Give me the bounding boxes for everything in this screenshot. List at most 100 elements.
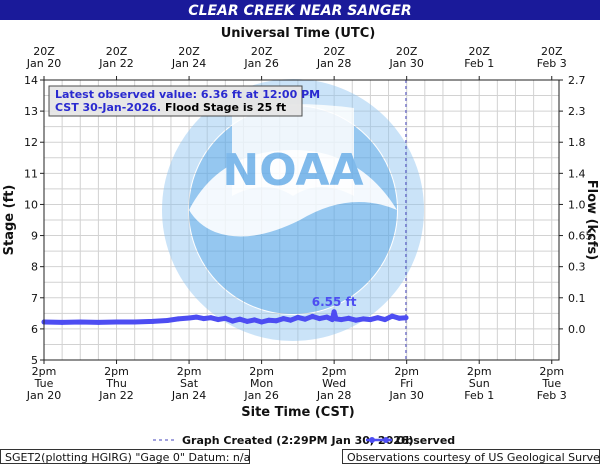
left-tick-label: 8 [31,261,38,274]
bottom-tick-label: Sat [180,377,199,390]
bottom-tick-label: 2pm [322,365,347,378]
observed-point [280,316,286,322]
bottom-tick-label: Mon [250,377,273,390]
observed-point [396,315,402,321]
legend-observed-label: Observed [396,434,455,447]
top-tick-label: Jan 24 [171,57,206,70]
right-tick-label: 1.0 [568,198,586,211]
left-tick-label: 7 [31,292,38,305]
left-tick-label: 12 [24,136,38,149]
observed-point [288,317,294,323]
legend-created-label: Graph Created (2:29PM Jan 30, 2026) [182,434,414,447]
top-tick-label: 20Z [541,45,563,58]
observed-point [132,319,138,325]
footer-source: Observations courtesy of US Geological S… [342,449,600,464]
observed-point [201,316,207,322]
bottom-tick-label: Jan 24 [171,389,206,402]
right-tick-label: 2.3 [568,105,586,118]
observed-series: 6.55 ft [41,80,409,360]
bottom-tick-label: Tue [541,377,561,390]
observed-point [59,319,65,325]
observed-point [346,315,352,321]
plot-border [43,79,560,361]
observed-point [259,319,265,325]
observed-point [237,316,243,322]
observed-point [309,313,315,319]
top-tick-label: Jan 22 [98,57,133,70]
bottom-axis-title: Site Time (CST) [241,405,354,420]
bottom-tick-label: 2pm [249,365,274,378]
bottom-tick-label: Tue [34,377,54,390]
observed-point [114,319,119,325]
axis-ticks: 5 6 7 8 9 10 11 12 13 14 2.7 2.3 1.8 1.4 1.0 0.65 0.3 0.1… [24,45,593,402]
observed-point [77,319,83,325]
observed-point [186,315,192,321]
bottom-tick-label: Sun [469,377,490,390]
left-tick-label: 14 [24,74,38,87]
top-tick-label: Jan 20 [26,57,61,70]
flood-stage-text: CST 30-Jan-2026. Flood Stage is 25 ft [55,101,286,114]
bottom-tick-label: Thu [105,377,127,390]
right-tick-label: 1.8 [568,136,586,149]
noaa-logo: NOAA [162,79,424,341]
bottom-tick-label: 2pm [394,365,419,378]
observed-point [193,314,199,320]
top-tick-label: Feb 1 [464,57,494,70]
bottom-tick-label: 2pm [177,365,202,378]
observed-point [295,314,301,320]
bottom-tick-label: 2pm [32,365,57,378]
observed-point [367,317,373,323]
top-tick-label: 20Z [396,45,418,58]
left-tick-label: 10 [24,198,38,211]
right-tick-label: 0.1 [568,292,586,305]
observed-point [175,316,181,322]
latest-value-text: Latest observed value: 6.36 ft at 12:00 … [55,88,320,101]
top-tick-label: Jan 28 [316,57,351,70]
latest-value-box: Latest observed value: 6.36 ft at 12:00 … [48,85,320,117]
bottom-tick-label: 2pm [539,365,564,378]
right-tick-label: 1.4 [568,167,586,180]
observed-point [338,317,344,323]
bottom-tick-label: Jan 28 [316,389,351,402]
bottom-tick-label: 2pm [104,365,129,378]
bottom-tick-label: Jan 30 [388,389,423,402]
bottom-tick-label: Jan 22 [98,389,133,402]
observed-point [329,317,335,323]
observed-point [95,319,101,325]
observed-point [403,315,409,321]
left-tick-label: 6 [31,323,38,336]
observed-point [215,317,221,323]
left-tick-label: 5 [31,354,38,367]
observed-point [244,318,250,324]
observed-point [375,315,381,321]
title-bar [0,0,600,20]
observed-point [208,315,214,321]
bottom-tick-label: Fri [400,377,413,390]
observed-point [222,315,228,321]
top-tick-label: 20Z [251,45,273,58]
top-tick-label: Jan 30 [388,57,423,70]
top-tick-label: 20Z [323,45,345,58]
top-tick-label: Feb 3 [537,57,567,70]
legend-observed-marker [383,437,389,443]
top-axis-title: Universal Time (UTC) [221,26,376,41]
observed-point [360,316,366,322]
observed-point [353,317,359,323]
observed-point [150,318,156,324]
observed-point [230,318,236,324]
top-tick-label: Jan 26 [243,57,278,70]
right-tick-label: 0.65 [568,230,593,243]
observed-point [382,317,388,323]
flood-stage-value: Flood Stage is 25 ft [161,101,286,114]
right-tick-label: 2.7 [568,74,586,87]
observed-point [302,316,308,322]
latest-value-date: CST 30-Jan-2026. [55,101,161,114]
left-tick-label: 9 [31,230,38,243]
observed-point [266,317,272,323]
observed-point [389,313,395,319]
top-tick-label: 20Z [33,45,55,58]
right-tick-label: 0.3 [568,261,586,274]
legend: Graph Created (2:29PM Jan 30, 2026) Obse… [153,434,455,447]
chart-title: CLEAR CREEK NEAR SANGER [188,3,411,19]
